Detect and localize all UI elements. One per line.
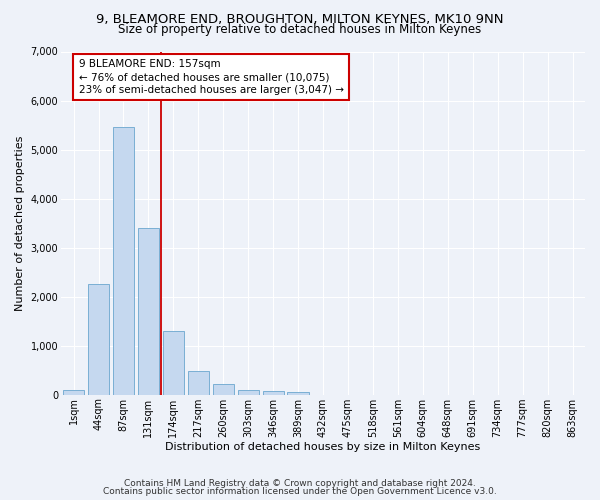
Bar — [238, 390, 259, 394]
Bar — [163, 331, 184, 394]
Bar — [63, 390, 84, 394]
Bar — [287, 392, 308, 394]
Y-axis label: Number of detached properties: Number of detached properties — [15, 136, 25, 311]
Text: 9 BLEAMORE END: 157sqm
← 76% of detached houses are smaller (10,075)
23% of semi: 9 BLEAMORE END: 157sqm ← 76% of detached… — [79, 59, 344, 96]
Text: Size of property relative to detached houses in Milton Keynes: Size of property relative to detached ho… — [118, 22, 482, 36]
Text: 9, BLEAMORE END, BROUGHTON, MILTON KEYNES, MK10 9NN: 9, BLEAMORE END, BROUGHTON, MILTON KEYNE… — [96, 12, 504, 26]
X-axis label: Distribution of detached houses by size in Milton Keynes: Distribution of detached houses by size … — [166, 442, 481, 452]
Bar — [138, 228, 159, 394]
Bar — [88, 284, 109, 395]
Bar — [212, 384, 234, 394]
Text: Contains public sector information licensed under the Open Government Licence v3: Contains public sector information licen… — [103, 487, 497, 496]
Bar — [113, 128, 134, 394]
Bar — [188, 371, 209, 394]
Bar — [263, 391, 284, 394]
Text: Contains HM Land Registry data © Crown copyright and database right 2024.: Contains HM Land Registry data © Crown c… — [124, 478, 476, 488]
